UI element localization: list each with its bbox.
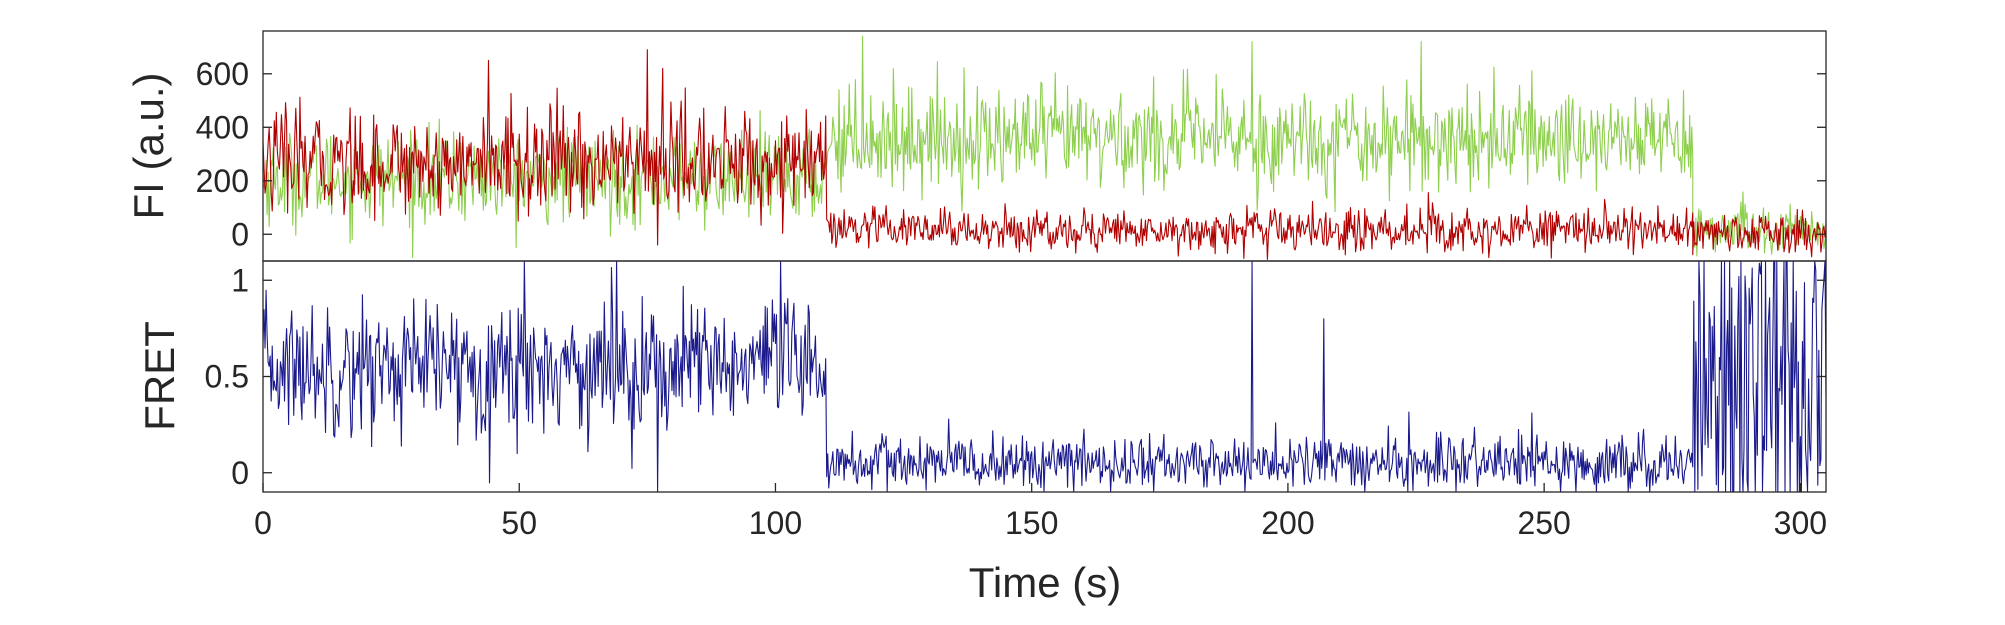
fluorescence-ticks: 0 200 400 600 xyxy=(196,56,1826,252)
y-tick-label: 600 xyxy=(196,56,249,92)
x-tick-label: 100 xyxy=(749,505,802,541)
series-line-1-0 xyxy=(263,261,1826,492)
fluorescence-y-axis-label: FI (a.u.) xyxy=(125,72,172,219)
fret-y-axis-label: FRET xyxy=(136,321,183,431)
x-tick-label: 50 xyxy=(501,505,537,541)
fret-panel: 0 0.5 1 0 50 100 150 200 250 300 FRET Time (s) xyxy=(136,260,1828,606)
x-tick-label: 250 xyxy=(1517,505,1570,541)
fluorescence-traces xyxy=(263,35,1826,260)
x-tick-label: 150 xyxy=(1005,505,1058,541)
y-tick-label: 400 xyxy=(196,109,249,145)
fret-traces xyxy=(263,261,1826,492)
y-tick-label: 200 xyxy=(196,163,249,199)
x-axis-label: Time (s) xyxy=(969,559,1121,606)
x-tick-label: 200 xyxy=(1261,505,1314,541)
y-tick-label: 1 xyxy=(231,262,249,298)
series-line-0-1 xyxy=(263,49,1826,260)
fret-ticks: 0 0.5 1 0 50 100 150 200 250 300 xyxy=(205,262,1828,541)
series-line-0-0 xyxy=(263,35,1826,259)
y-tick-label: 0 xyxy=(231,455,249,491)
x-tick-label: 300 xyxy=(1774,505,1827,541)
fluorescence-panel: 0 200 400 600 FI (a.u.) xyxy=(125,30,1827,262)
y-tick-label: 0 xyxy=(231,216,249,252)
y-tick-label: 0.5 xyxy=(205,359,249,395)
x-tick-label: 0 xyxy=(254,505,272,541)
